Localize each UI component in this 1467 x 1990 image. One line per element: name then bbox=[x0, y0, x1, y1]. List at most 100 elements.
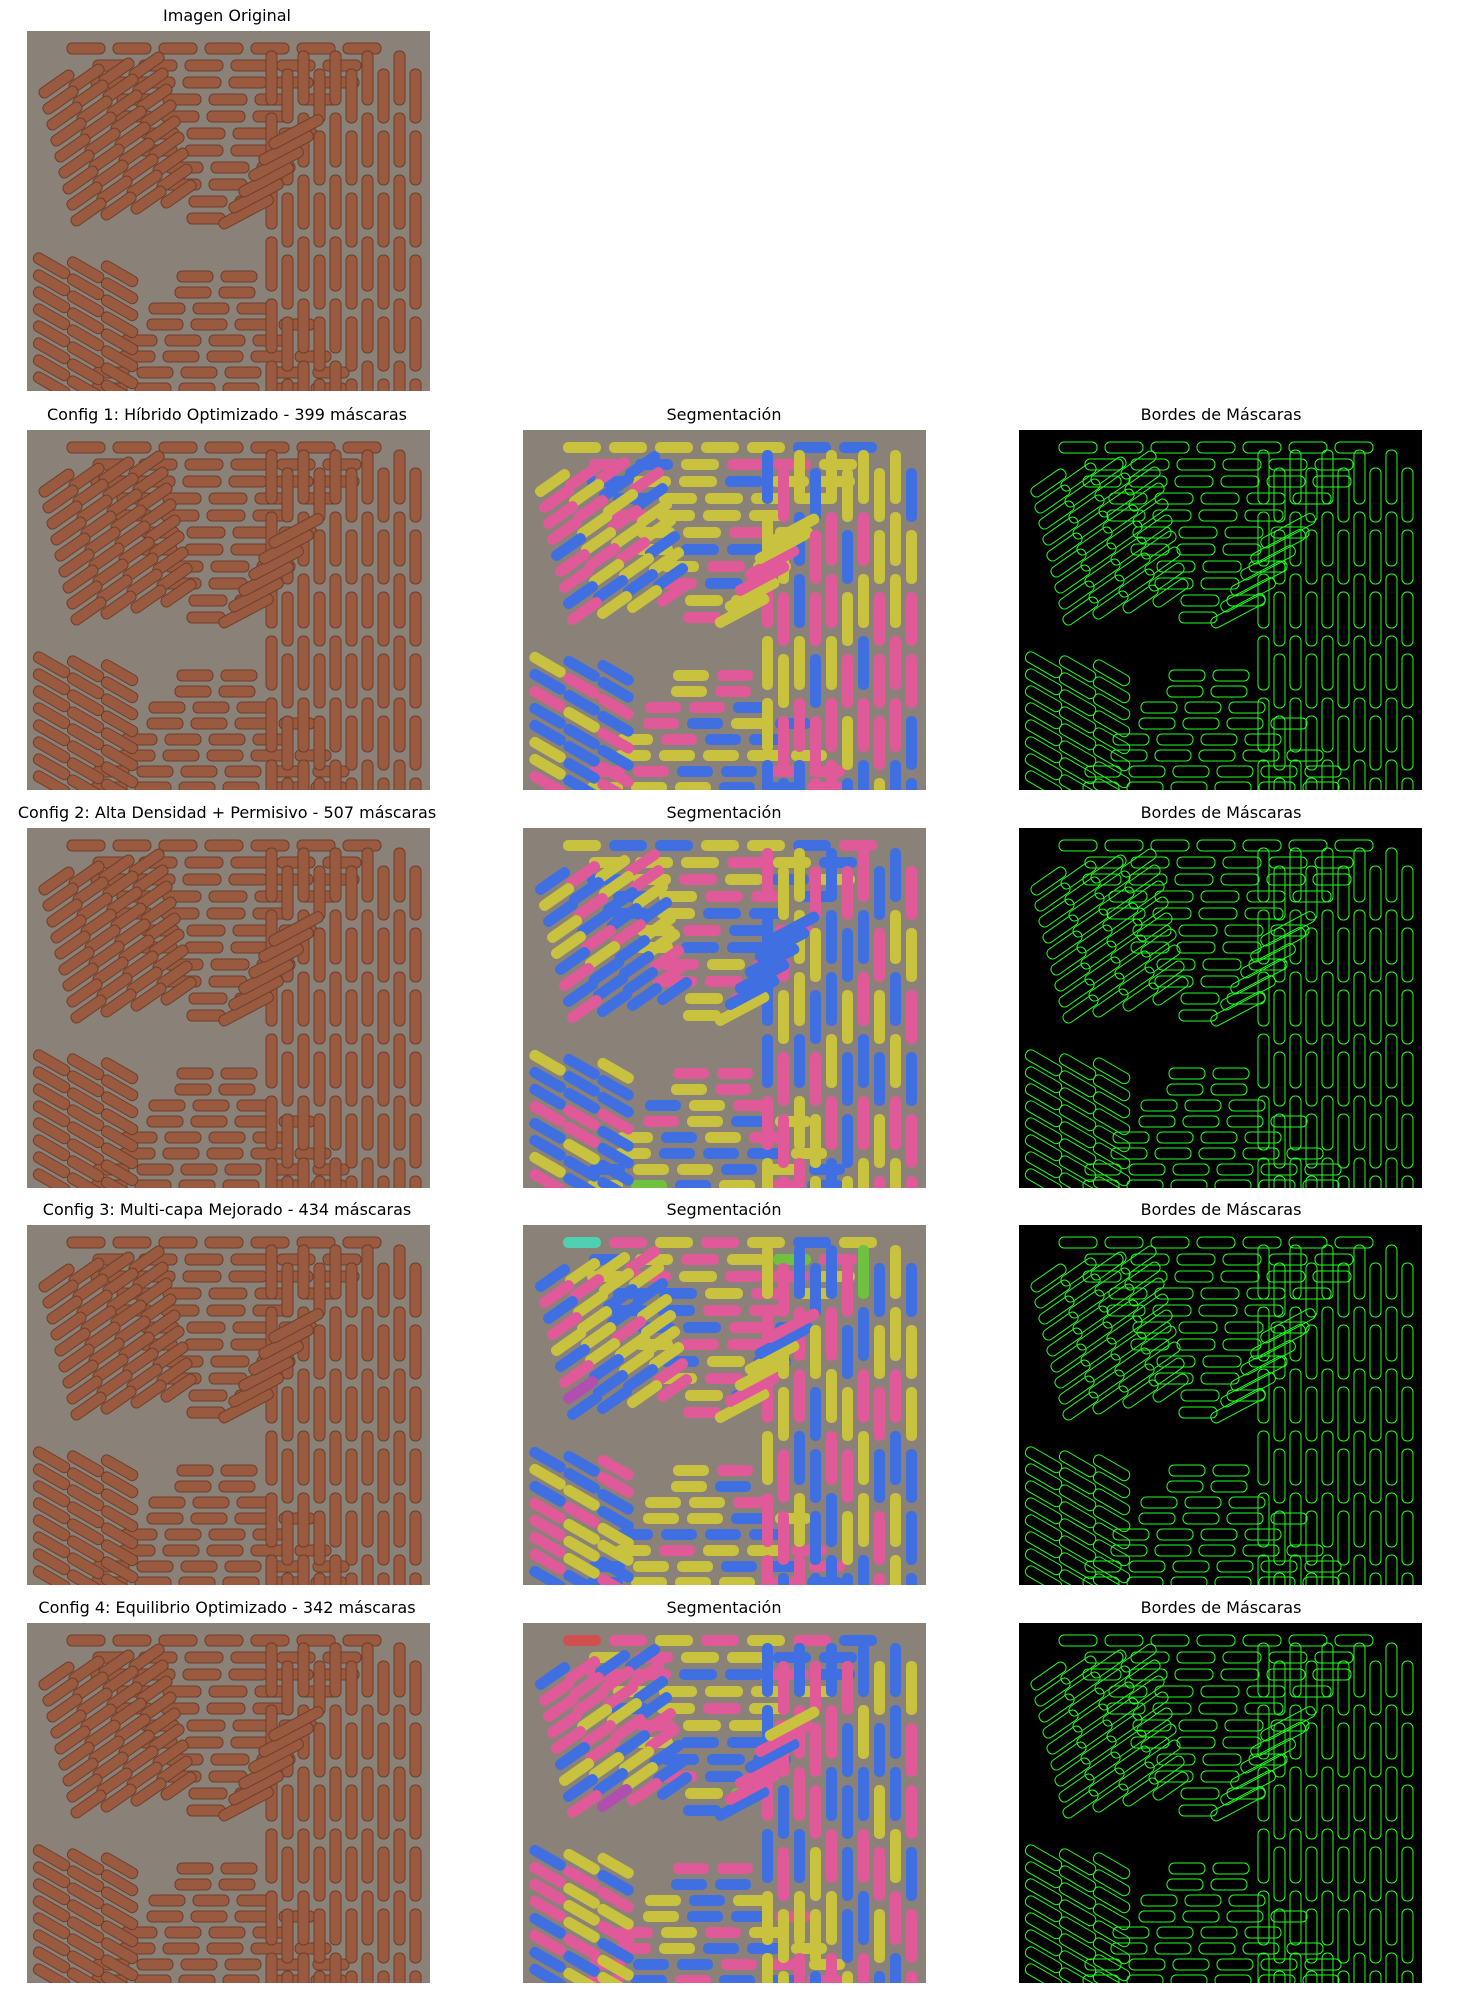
brick-shape bbox=[162, 1544, 200, 1557]
brick-shape bbox=[568, 1672, 605, 1701]
brick-shape bbox=[1369, 715, 1382, 771]
brick-shape bbox=[329, 759, 342, 790]
brick-shape bbox=[66, 441, 106, 454]
brick-shape bbox=[1302, 1576, 1340, 1585]
brick-shape bbox=[361, 236, 374, 292]
brick-shape bbox=[1084, 1751, 1121, 1781]
brick-shape bbox=[626, 585, 663, 614]
brick-shape bbox=[206, 1147, 244, 1160]
brick-shape bbox=[1401, 591, 1414, 647]
brick-shape bbox=[230, 458, 270, 471]
brick-shape bbox=[842, 928, 853, 982]
brick-shape bbox=[409, 653, 422, 709]
brick-shape bbox=[1305, 1175, 1318, 1188]
brick-shape bbox=[393, 697, 406, 753]
brick-shape bbox=[874, 1511, 885, 1565]
brick-shape bbox=[66, 42, 106, 55]
brick-shape bbox=[754, 1324, 810, 1359]
brick-shape bbox=[1098, 1283, 1135, 1313]
brick-shape bbox=[1337, 1113, 1350, 1169]
brick-shape bbox=[1242, 1147, 1280, 1160]
brick-shape bbox=[826, 1034, 837, 1088]
brick-shape bbox=[1216, 1958, 1254, 1971]
brick-shape bbox=[281, 1113, 294, 1169]
brick-shape bbox=[701, 1635, 739, 1646]
brick-shape bbox=[721, 1561, 757, 1572]
brick-shape bbox=[596, 1386, 633, 1415]
brick-shape bbox=[1198, 509, 1238, 522]
brick-shape bbox=[1321, 1952, 1334, 1983]
brick-shape bbox=[529, 668, 566, 695]
brick-shape bbox=[1082, 873, 1122, 886]
brick-shape bbox=[345, 777, 358, 790]
brick-shape bbox=[345, 1113, 358, 1169]
brick-shape bbox=[633, 1164, 669, 1175]
brick-shape bbox=[268, 911, 324, 947]
brick-shape bbox=[377, 1510, 390, 1566]
brick-shape bbox=[858, 1643, 869, 1697]
brick-shape bbox=[675, 782, 711, 790]
brick-shape bbox=[342, 1236, 382, 1249]
brick-shape bbox=[313, 1113, 326, 1169]
brick-shape bbox=[529, 1946, 566, 1973]
brick-shape bbox=[842, 1785, 853, 1839]
brick-shape bbox=[224, 366, 262, 379]
brick-shape bbox=[62, 564, 99, 594]
brick-shape bbox=[1353, 1430, 1366, 1486]
brick-shape bbox=[563, 1121, 600, 1148]
brick-shape bbox=[1385, 1033, 1398, 1089]
brick-shape bbox=[1260, 1706, 1316, 1742]
brick-shape bbox=[1385, 909, 1398, 965]
brick-shape bbox=[1200, 733, 1238, 746]
brick-shape bbox=[100, 727, 139, 755]
brick-shape bbox=[1076, 1321, 1113, 1351]
brick-shape bbox=[112, 1236, 152, 1249]
brick-shape bbox=[643, 1911, 679, 1922]
brick-shape bbox=[1226, 1115, 1264, 1128]
brick-shape bbox=[810, 530, 821, 584]
brick-shape bbox=[50, 117, 87, 147]
brick-shape bbox=[377, 1113, 390, 1169]
brick-shape bbox=[1054, 1359, 1091, 1389]
brick-shape bbox=[1170, 1179, 1208, 1188]
title-config-4: Config 4: Equilibrio Optimizado - 342 má… bbox=[38, 1598, 416, 1617]
brick-shape bbox=[596, 591, 633, 620]
brick-shape bbox=[361, 971, 374, 1027]
brick-shape bbox=[1198, 1304, 1238, 1317]
brick-shape bbox=[661, 1927, 697, 1938]
brick-shape bbox=[1250, 1722, 1306, 1758]
brick-shape bbox=[597, 761, 634, 788]
brick-shape bbox=[810, 592, 821, 646]
brick-shape bbox=[1038, 1295, 1075, 1325]
brick-shape bbox=[729, 925, 767, 936]
brick-shape bbox=[409, 1324, 422, 1380]
brick-shape bbox=[1401, 1175, 1414, 1188]
brick-shape bbox=[1092, 1852, 1131, 1880]
brick-shape bbox=[563, 689, 600, 716]
brick-shape bbox=[1273, 777, 1286, 790]
brick-shape bbox=[66, 375, 105, 391]
brick-shape bbox=[32, 1963, 71, 1983]
brick-shape bbox=[361, 511, 374, 567]
brick-shape bbox=[1170, 781, 1208, 790]
brick-shape bbox=[610, 1316, 647, 1345]
brick-shape bbox=[733, 1497, 769, 1508]
brick-shape bbox=[1124, 1659, 1161, 1689]
brick-shape bbox=[644, 1326, 681, 1355]
brick-shape bbox=[714, 991, 770, 1026]
brick-shape bbox=[42, 1677, 79, 1707]
brick-shape bbox=[222, 781, 260, 790]
brick-shape bbox=[134, 1974, 172, 1983]
brick-shape bbox=[764, 513, 820, 548]
brick-shape bbox=[1257, 697, 1270, 753]
title-config-2: Config 2: Alta Densidad + Permisivo - 50… bbox=[17, 803, 437, 822]
brick-shape bbox=[1118, 568, 1155, 598]
brick-shape bbox=[313, 777, 326, 790]
brick-shape bbox=[1401, 865, 1414, 921]
brick-shape bbox=[32, 371, 71, 391]
brick-shape bbox=[597, 1937, 634, 1964]
brick-shape bbox=[1257, 1890, 1270, 1946]
brick-shape bbox=[100, 778, 139, 790]
brick-shape bbox=[1273, 1262, 1286, 1318]
brick-shape bbox=[819, 857, 857, 868]
